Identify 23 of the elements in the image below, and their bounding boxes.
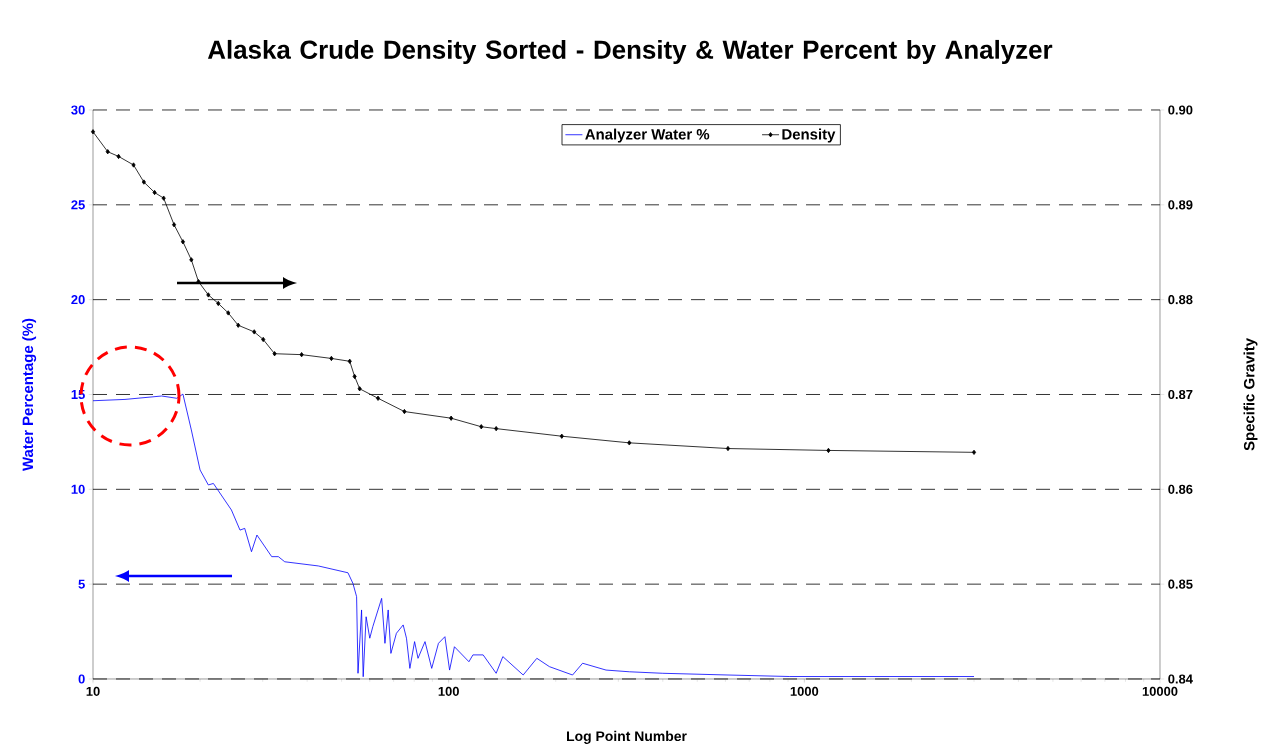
x-tick-label: 1000 bbox=[790, 686, 819, 696]
y-tick-label: 25 bbox=[71, 200, 85, 210]
x-axis-title: Log Point Number bbox=[567, 730, 687, 744]
y-axis-title: Water Percentage (%) bbox=[22, 318, 37, 472]
x-tick-label: 10 bbox=[86, 686, 100, 696]
y2-axis-title: Specific Gravity bbox=[1243, 338, 1258, 451]
legend-label: Analyzer Water % bbox=[585, 128, 710, 143]
y2-tick-label: 0.89 bbox=[1168, 200, 1193, 210]
x-tick-label: 10000 bbox=[1142, 686, 1178, 696]
y-tick-label: 10 bbox=[71, 484, 85, 494]
y2-tick-label: 0.88 bbox=[1168, 295, 1193, 305]
y2-tick-label: 0.87 bbox=[1168, 389, 1193, 400]
chart-title: Alaska Crude Density Sorted - Density & Water Percent by Analyzer bbox=[207, 39, 1053, 65]
y-tick-label: 0 bbox=[78, 674, 85, 684]
legend-label: Density bbox=[782, 128, 836, 143]
y2-tick-label: 0.90 bbox=[1168, 105, 1193, 115]
y2-tick-label: 0.84 bbox=[1168, 674, 1193, 684]
y-tick-label: 30 bbox=[71, 105, 85, 115]
y2-tick-label: 0.86 bbox=[1168, 484, 1193, 494]
x-tick-label: 100 bbox=[438, 686, 459, 696]
y2-tick-label: 0.85 bbox=[1168, 579, 1193, 589]
y-tick-label: 20 bbox=[71, 295, 85, 305]
y-tick-label: 5 bbox=[78, 579, 85, 589]
